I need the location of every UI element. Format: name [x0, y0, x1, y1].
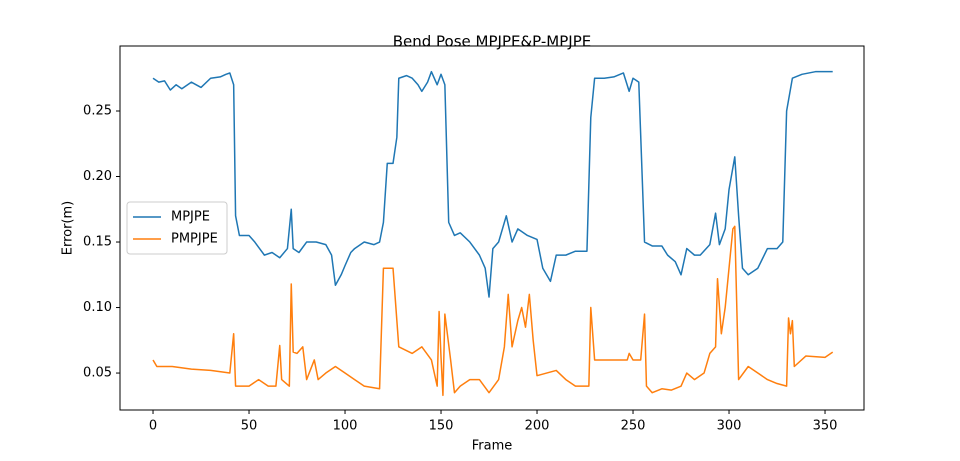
line-series	[152, 70, 833, 298]
x-tick-label: 50	[241, 419, 258, 434]
y-tick-label: 0.05	[83, 366, 112, 381]
x-tick-label: 0	[149, 419, 157, 434]
y-axis-label: Error(m)	[61, 201, 76, 256]
y-tick-label: 0.25	[83, 103, 112, 118]
y-tick-label: 0.20	[83, 169, 112, 184]
y-tick-label: 0.15	[83, 235, 112, 250]
legend-label: MPJPE	[171, 210, 210, 225]
x-axis-label: Frame	[472, 439, 513, 454]
legend-label: PMPJPE	[171, 232, 218, 247]
y-tick-label: 0.10	[83, 300, 112, 315]
x-tick-label: 300	[717, 419, 742, 434]
x-tick-label: 150	[429, 419, 454, 434]
x-tick-label: 100	[333, 419, 358, 434]
x-tick-label: 250	[621, 419, 646, 434]
chart-title: Bend Pose MPJPE&P-MPJPE	[393, 33, 592, 51]
plot-frame	[119, 45, 865, 411]
line-series	[152, 225, 834, 397]
legend-box	[126, 201, 228, 255]
x-tick-label: 200	[525, 419, 550, 434]
x-tick-label: 350	[813, 419, 838, 434]
